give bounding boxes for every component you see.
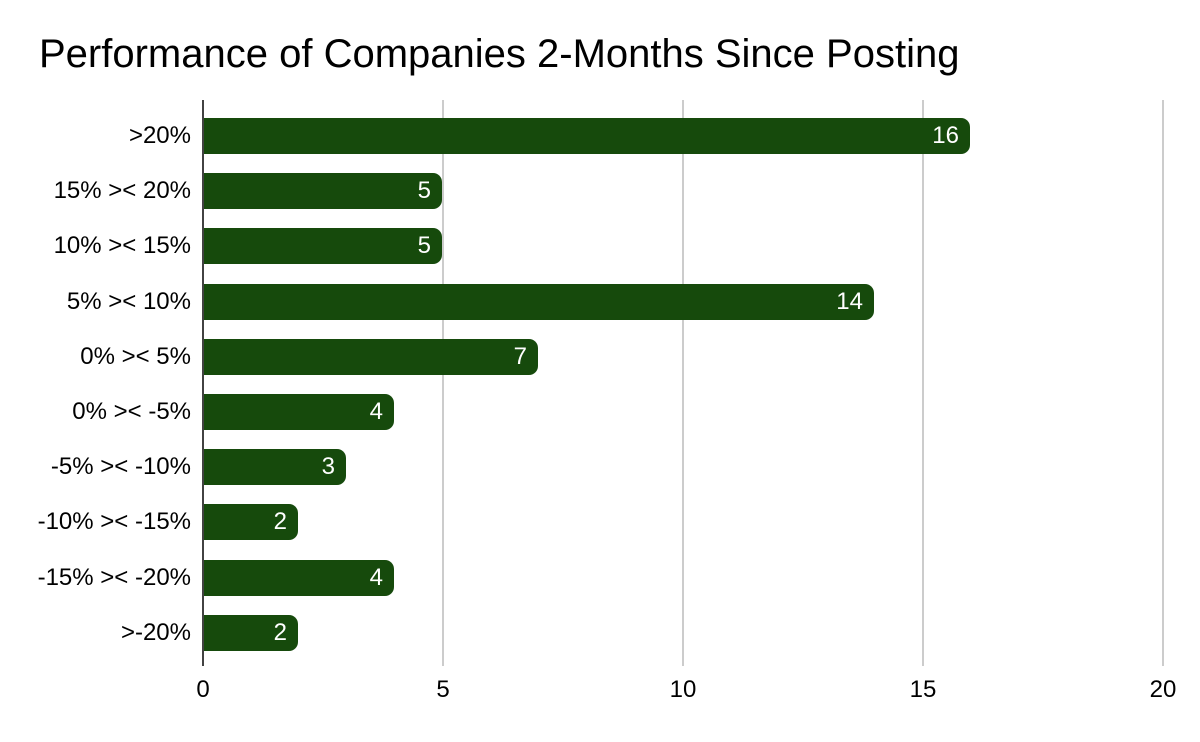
gridline — [682, 100, 684, 666]
y-axis-line — [202, 100, 204, 666]
category-label: >-20% — [120, 619, 191, 646]
bar[interactable]: 14 — [204, 284, 874, 320]
bar[interactable]: 2 — [204, 504, 298, 540]
bar-value-label: 3 — [321, 453, 335, 480]
bar-value-label: 7 — [513, 343, 527, 370]
chart-title: Performance of Companies 2-Months Since … — [39, 32, 960, 76]
bar[interactable]: 2 — [204, 615, 298, 651]
bar-value-label: 4 — [369, 398, 383, 425]
bar-value-label: 5 — [417, 177, 431, 204]
gridline — [1162, 100, 1164, 666]
bar-value-label: 2 — [273, 619, 287, 646]
bar[interactable]: 16 — [204, 118, 970, 154]
bar[interactable]: 7 — [204, 339, 538, 375]
bar-value-label: 2 — [273, 508, 287, 535]
category-label: -10% >< -15% — [37, 508, 191, 535]
x-tick-label: 20 — [1149, 676, 1177, 703]
bar-value-label: 4 — [369, 564, 383, 591]
bar[interactable]: 5 — [204, 173, 442, 209]
x-tick-label: 10 — [669, 676, 697, 703]
x-tick-label: 0 — [196, 676, 210, 703]
category-label: 0% >< -5% — [72, 398, 191, 425]
category-label: >20% — [128, 122, 191, 149]
bar[interactable]: 4 — [204, 560, 394, 596]
category-label: -15% >< -20% — [37, 564, 191, 591]
category-label: 10% >< 15% — [53, 232, 191, 259]
gridline — [442, 100, 444, 666]
category-label: -5% >< -10% — [50, 453, 191, 480]
bar-value-label: 16 — [932, 122, 959, 149]
category-label: 0% >< 5% — [80, 343, 191, 370]
category-label: 15% >< 20% — [53, 177, 191, 204]
gridline — [922, 100, 924, 666]
category-label: 5% >< 10% — [66, 288, 191, 315]
bar[interactable]: 4 — [204, 394, 394, 430]
x-tick-label: 15 — [909, 676, 937, 703]
bar-value-label: 5 — [417, 232, 431, 259]
x-tick-label: 5 — [436, 676, 450, 703]
bar[interactable]: 5 — [204, 228, 442, 264]
bar-value-label: 14 — [836, 288, 863, 315]
bar[interactable]: 3 — [204, 449, 346, 485]
